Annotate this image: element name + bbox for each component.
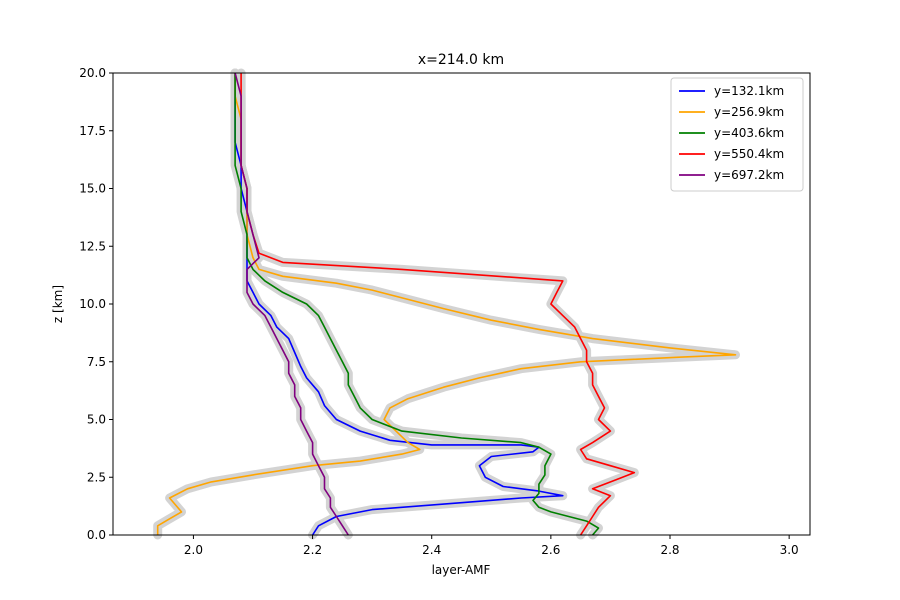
x-tick-label: 2.4	[422, 543, 441, 557]
y-axis: 0.0 2.5 5.0 7.5 10.0 12.5 15.0 17.5 20.0	[79, 66, 113, 542]
y-tick-label: 5.0	[87, 413, 106, 427]
legend-entry: y=550.4km	[714, 147, 784, 161]
y-tick-label: 17.5	[79, 124, 106, 138]
y-tick-label: 20.0	[79, 66, 106, 80]
chart-title: x=214.0 km	[418, 52, 504, 68]
x-tick-label: 3.0	[780, 543, 799, 557]
x-axis: 2.0 2.2 2.4 2.6 2.8 3.0	[184, 535, 799, 557]
legend-entry: y=256.9km	[714, 105, 784, 119]
legend-box	[670, 77, 804, 192]
x-tick-label: 2.8	[660, 543, 679, 557]
y-tick-label: 2.5	[87, 470, 106, 484]
y-axis-label: z [km]	[51, 285, 65, 323]
x-axis-label: layer-AMF	[432, 563, 491, 577]
series-lines	[156, 72, 737, 536]
legend-entry: y=132.1km	[714, 84, 784, 98]
x-tick-label: 2.0	[184, 543, 203, 557]
series-2-line	[234, 73, 600, 536]
series-4-line	[234, 72, 349, 536]
y-tick-label: 0.0	[87, 528, 106, 542]
legend: y=132.1km y=256.9km y=403.6km y=550.4km y=69…	[670, 77, 804, 192]
x-tick-label: 2.6	[541, 543, 560, 557]
x-tick-label: 2.2	[303, 543, 322, 557]
y-tick-label: 12.5	[79, 239, 106, 253]
y-tick-label: 10.0	[79, 297, 106, 311]
y-tick-label: 7.5	[87, 355, 106, 369]
legend-entry: y=403.6km	[714, 126, 784, 140]
y-tick-label: 15.0	[79, 182, 106, 196]
legend-entry: y=697.2km	[714, 168, 784, 182]
